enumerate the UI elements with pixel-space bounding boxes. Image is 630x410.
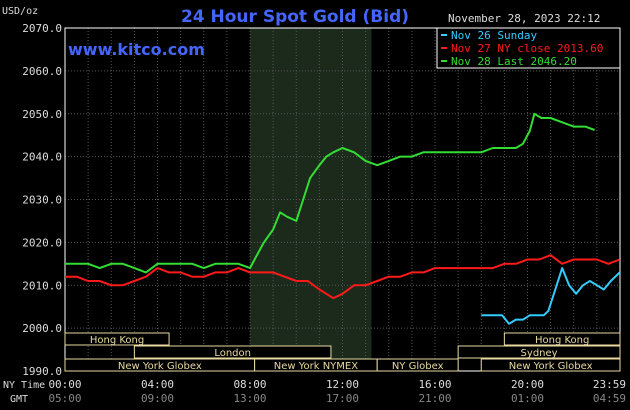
series-line-1 (65, 254, 621, 300)
y-tick-label: 2050.0 (22, 108, 62, 121)
y-tick-label: 2000.0 (22, 322, 62, 335)
session-bar (457, 345, 621, 359)
trading-session-highlight (250, 28, 372, 371)
y-tick-label: 1990.0 (22, 365, 62, 378)
x-tick-label-ny: 04:00 (141, 378, 174, 391)
timestamp: November 28, 2023 22:12 (448, 12, 600, 25)
ny-time-label: NY Time (3, 380, 45, 391)
x-tick-label-gmt: 01:00 (511, 392, 544, 405)
session-bar (376, 358, 459, 372)
session-bar (503, 332, 621, 346)
session-label: New York Globex (118, 361, 202, 372)
gmt-label: GMT (10, 394, 28, 405)
session-label: London (214, 348, 251, 359)
x-tick-label-ny: 12:00 (326, 378, 359, 391)
x-tick-label-gmt: 04:59 (593, 392, 626, 405)
legend-entry: Nov 27 NY close 2013.60 (451, 42, 603, 55)
session-bar (64, 332, 170, 346)
y-tick-label: 2020.0 (22, 236, 62, 249)
session-label: NY Globex (392, 361, 444, 372)
y-axis-label: USD/oz (2, 6, 38, 17)
y-tick-label: 2030.0 (22, 194, 62, 207)
legend-entry: Nov 28 Last 2046.20 (451, 55, 577, 68)
x-tick-label-gmt: 17:00 (326, 392, 359, 405)
session-label: Hong Kong (90, 335, 144, 346)
series-line-2 (65, 112, 595, 274)
session-label: New York Globex (509, 361, 593, 372)
x-tick-label-gmt: 05:00 (48, 392, 81, 405)
y-tick-label: 2040.0 (22, 151, 62, 164)
x-tick-label-ny: 23:59 (593, 378, 626, 391)
x-tick-label-gmt: 21:00 (418, 392, 451, 405)
y-tick-label: 2060.0 (22, 65, 62, 78)
y-tick-label: 2070.0 (22, 22, 62, 35)
session-label: New York NYMEX (274, 361, 359, 372)
session-label: Sydney (521, 348, 558, 359)
y-tick-label: 2010.0 (22, 279, 62, 292)
session-bars: Hong Kong Hong Kong London Sydney New York G… (64, 332, 621, 372)
series-lines (65, 112, 621, 325)
x-tick-label-ny: 16:00 (418, 378, 451, 391)
session-bar (133, 345, 332, 359)
y-axis-ticks: 2070.0 2060.0 2050.0 2040.0 2030.0 2020.0 2010… (22, 22, 62, 378)
website-label: www.kitco.com (68, 40, 205, 59)
legend-entry: Nov 26 Sunday (451, 29, 537, 42)
grid (64, 27, 621, 372)
session-label: Hong Kong (535, 335, 589, 346)
series-line-0 (481, 267, 621, 325)
x-tick-label-ny: 00:00 (48, 378, 81, 391)
x-tick-label-gmt: 09:00 (141, 392, 174, 405)
chart-title: 24 Hour Spot Gold (Bid) (181, 7, 409, 27)
session-bar (480, 358, 621, 372)
x-tick-label-gmt: 13:00 (233, 392, 266, 405)
legend-box (436, 27, 621, 69)
x-tick-label-ny: 08:00 (233, 378, 266, 391)
x-tick-label-ny: 20:00 (511, 378, 544, 391)
